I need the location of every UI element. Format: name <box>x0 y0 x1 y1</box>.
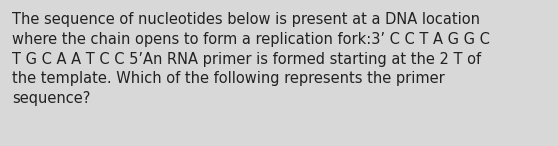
Text: The sequence of nucleotides below is present at a DNA location
where the chain o: The sequence of nucleotides below is pre… <box>12 12 490 106</box>
